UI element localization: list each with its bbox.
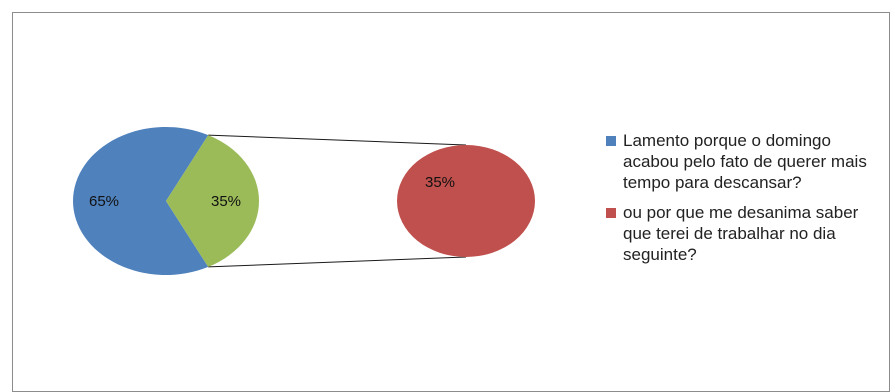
legend-swatch-1 — [606, 136, 616, 146]
data-label-secondary: 35% — [425, 174, 455, 191]
connector-line-top — [208, 134, 467, 146]
pie-of-pie-chart: 65% 35% 35% — [73, 127, 535, 275]
connector-line-bottom — [208, 256, 467, 268]
legend-swatch-2 — [606, 208, 616, 218]
legend-item-2: ou por que me desanima saber que terei d… — [606, 202, 891, 265]
legend-label-1: Lamento porque o domingo acabou pelo fat… — [623, 131, 867, 192]
pie-slice-2 — [166, 135, 260, 267]
legend-item-1: Lamento porque o domingo acabou pelo fat… — [606, 130, 891, 193]
data-label-1: 65% — [89, 193, 119, 210]
secondary-pie-slice — [397, 145, 535, 257]
legend: Lamento porque o domingo acabou pelo fat… — [606, 130, 891, 274]
data-label-2: 35% — [211, 193, 241, 210]
pie-slice-1 — [73, 127, 209, 275]
legend-label-2: ou por que me desanima saber que terei d… — [623, 203, 859, 264]
